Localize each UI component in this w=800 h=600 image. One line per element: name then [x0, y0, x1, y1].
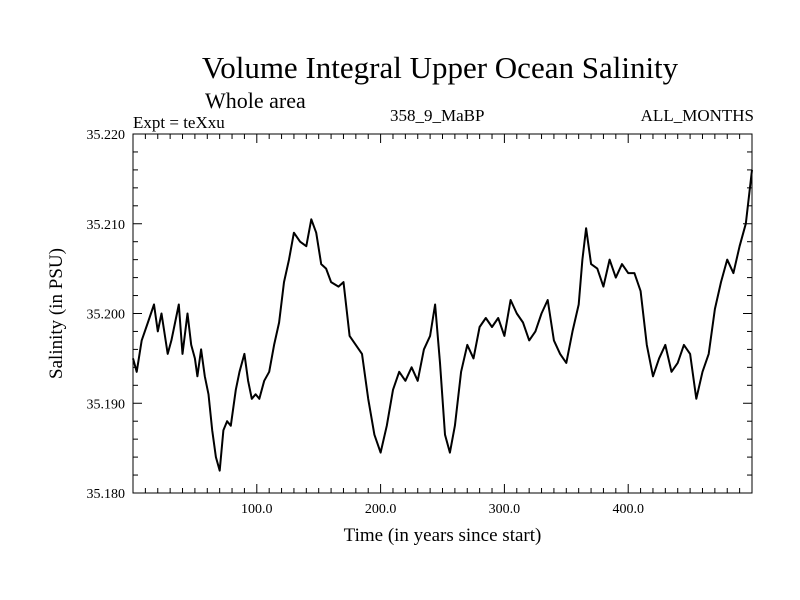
x-tick-label: 300.0 — [489, 502, 521, 517]
chart-subtitle: Whole area — [205, 88, 306, 113]
y-tick-label: 35.180 — [87, 487, 126, 502]
series-line-salinity — [132, 169, 753, 472]
run-id-label: 358_9_MaBP — [390, 106, 485, 125]
experiment-label: Expt = teXxu — [133, 113, 225, 132]
x-tick-label: 400.0 — [612, 502, 644, 517]
period-label: ALL_MONTHS — [640, 106, 754, 125]
plot-frame — [132, 133, 753, 494]
y-axis-label: Salinity (in PSU) — [46, 248, 67, 379]
x-tick-label: 100.0 — [241, 502, 273, 517]
x-tick-label: 200.0 — [365, 502, 397, 517]
y-tick-label: 35.190 — [87, 397, 126, 412]
y-tick-label: 35.200 — [87, 308, 126, 323]
y-tick-label: 35.210 — [87, 218, 126, 233]
chart-title: Volume Integral Upper Ocean Salinity — [201, 50, 679, 85]
x-axis-label: Time (in years since start) — [344, 525, 542, 546]
y-tick-label: 35.220 — [87, 128, 126, 143]
